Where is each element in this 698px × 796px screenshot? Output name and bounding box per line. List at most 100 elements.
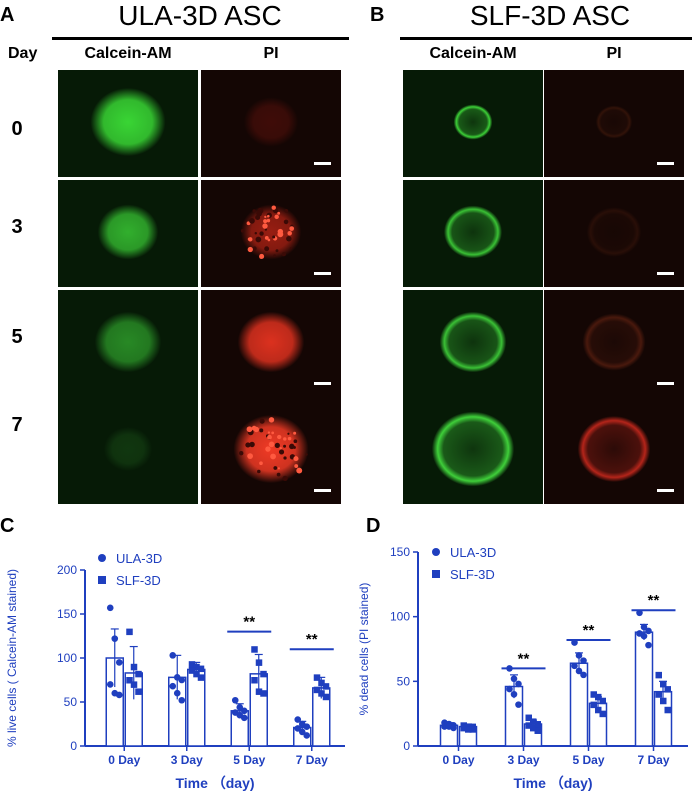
scale-bar [657,489,674,492]
data-point-ula-3d [645,627,652,635]
bar-ula-3d [634,631,654,747]
legend-label-ula-3d: ULA-3D [116,551,162,566]
data-point-ula-3d [115,659,123,666]
panel-b-letter: B [370,4,385,26]
data-point-slf-3d [255,659,263,666]
x-tick-label: 3 Day [171,753,203,767]
legend-marker-slf-3d [432,570,440,578]
legend-label-slf-3d: SLF-3D [116,573,161,588]
x-tick-label: 0 Day [108,753,140,767]
data-point-slf-3d [599,710,606,718]
data-point-ula-3d [303,723,311,730]
data-point-slf-3d [525,714,532,722]
scale-bar [314,162,331,165]
micrograph-a-pi-day-0 [201,70,341,177]
y-tick-label: 100 [57,651,77,665]
day-label-7: 7 [11,414,23,436]
data-point-slf-3d [469,726,476,733]
data-point-ula-3d [111,635,119,642]
data-point-ula-3d [506,685,513,693]
data-point-ula-3d [450,724,457,732]
data-point-slf-3d [318,679,325,687]
micrograph-a-calcein-day-3 [58,180,198,287]
y-tick-label: 150 [57,607,77,621]
data-point-ula-3d [240,714,248,722]
panel-a-title-rule [52,37,349,40]
x-tick-label: 0 Day [442,753,474,767]
panel-b-title-rule [400,37,692,40]
micrograph-a-calcein-day-7 [58,397,198,504]
scale-bar [314,272,331,275]
panel-a-calcein-header: Calcein-AM [84,45,172,62]
micrograph-b-calcein-day-5 [403,290,543,397]
y-tick-label: 150 [390,545,410,559]
legend-marker-ula-3d [98,554,106,562]
data-point-slf-3d [322,693,330,701]
data-point-slf-3d [188,661,196,668]
data-point-slf-3d [193,663,200,671]
data-point-ula-3d [169,682,177,690]
data-point-ula-3d [115,691,123,699]
legend-marker-slf-3d [98,576,106,584]
y-tick-label: 0 [70,739,77,753]
legend-label-slf-3d: SLF-3D [450,567,495,582]
data-point-slf-3d [534,727,541,734]
data-point-ula-3d [178,676,186,684]
day-label-5: 5 [11,326,23,348]
data-point-ula-3d [298,728,306,736]
significance-label: ** [583,622,595,639]
micrograph-b-calcein-day-0 [403,70,543,177]
data-point-ula-3d [515,680,522,688]
panel-a-title: ULA-3D ASC [118,0,282,31]
day-label-3: 3 [11,216,23,238]
data-point-slf-3d [130,663,138,671]
data-point-slf-3d [534,721,541,728]
y-tick-label: 0 [403,739,410,753]
micrograph-b-calcein-day-7 [403,397,543,504]
live-cells-chart: 0 50 100 150 200 % live cells ( Calcein-AM st… [5,551,345,791]
scale-bar [657,382,674,385]
x-axis-label: Time （day) [513,775,592,791]
data-point-slf-3d [193,670,200,678]
significance-label: ** [306,631,318,648]
y-tick-label: 50 [64,695,78,709]
x-tick-label: 7 Day [637,753,669,767]
data-point-slf-3d [135,670,142,678]
panel-a-pi-header: PI [263,45,279,62]
panel-a-letter: A [0,4,15,26]
panel-b-calcein-header: Calcein-AM [429,45,517,62]
data-point-ula-3d [575,652,583,659]
data-point-slf-3d [664,686,671,693]
micrograph-b-pi-day-7 [544,397,684,504]
data-point-slf-3d [260,670,267,678]
data-point-slf-3d [530,718,537,725]
dead-cells-chart: 0 50 100 150 % dead cells (PI stained) Time （… [357,545,688,791]
data-point-slf-3d [251,677,258,684]
data-point-slf-3d [251,646,258,653]
data-point-ula-3d [510,690,518,698]
panel-b-title: SLF-3D ASC [469,0,631,31]
data-point-ula-3d [510,675,518,683]
data-point-slf-3d [595,706,602,714]
micrograph-a-calcein-day-0 [58,70,198,177]
data-point-slf-3d [197,674,205,681]
x-tick-label: 3 Day [507,753,539,767]
data-point-slf-3d [313,674,321,681]
micrograph-b-pi-day-3 [544,180,684,287]
day-column-header: Day [8,45,38,62]
micrograph-a-pi-day-5 [201,290,341,397]
data-point-slf-3d [197,665,205,673]
y-tick-label: 50 [397,674,411,688]
data-point-ula-3d [580,671,587,679]
y-tick-label: 100 [390,610,410,624]
x-tick-label: 5 Day [572,753,604,767]
data-point-slf-3d [460,724,467,732]
data-point-slf-3d [465,726,472,733]
x-axis-label: Time （day) [175,775,254,791]
data-point-slf-3d [660,697,667,705]
data-point-ula-3d [231,696,239,704]
data-point-ula-3d [236,703,244,711]
data-point-ula-3d [106,604,114,612]
panel-b-pi-header: PI [606,45,622,62]
data-point-slf-3d [664,706,671,714]
